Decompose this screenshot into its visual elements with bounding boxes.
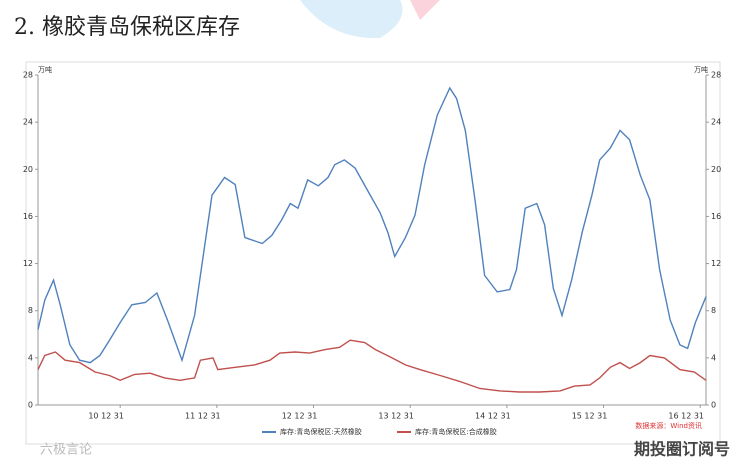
legend-label: 库存:青岛保税区:天然橡胶 xyxy=(280,427,362,436)
x-tick-label: 12 12 31 xyxy=(282,412,318,421)
x-tick-label: 14 12 31 xyxy=(475,412,511,421)
y2-tick-label: 24 xyxy=(711,118,721,127)
y-tick-label: 20 xyxy=(23,165,33,174)
y2-tick-label: 16 xyxy=(711,212,721,221)
y-tick-label: 0 xyxy=(28,401,33,410)
y2-tick-label: 28 xyxy=(711,71,721,80)
y2-tick-label: 12 xyxy=(711,259,721,268)
x-tick-label: 13 12 31 xyxy=(378,412,414,421)
y2-tick-label: 4 xyxy=(711,353,716,362)
page-title: 2. 橡胶青岛保税区库存 xyxy=(14,15,240,40)
y-tick-label: 28 xyxy=(23,71,33,80)
x-tick-label: 10 12 31 xyxy=(88,412,124,421)
watermark: 期投圈订阅号 xyxy=(634,440,730,459)
y2-tick-label: 8 xyxy=(711,306,716,315)
decoration xyxy=(300,0,403,39)
decoration xyxy=(410,0,440,20)
y-tick-label: 24 xyxy=(23,118,33,127)
series-line xyxy=(37,339,707,393)
series-line xyxy=(37,86,707,364)
y2-tick-label: 0 xyxy=(711,401,716,410)
y2-tick-label: 20 xyxy=(711,165,721,174)
chart-frame xyxy=(25,61,721,445)
y-tick-label: 16 xyxy=(23,212,33,221)
x-tick-label: 16 12 31 xyxy=(668,412,704,421)
watermark: 六极言论 xyxy=(40,443,92,458)
legend-label: 库存:青岛保税区:合成橡胶 xyxy=(415,427,497,436)
x-tick-label: 11 12 31 xyxy=(185,412,221,421)
y-axis-label: 万吨 xyxy=(38,65,52,74)
y-tick-label: 8 xyxy=(28,306,33,315)
y2-axis-label: 万吨 xyxy=(694,65,708,74)
y-tick-label: 4 xyxy=(28,353,33,362)
source: 数据来源：Wind资讯 xyxy=(635,421,702,430)
x-tick-label: 15 12 31 xyxy=(572,412,608,421)
y-tick-label: 12 xyxy=(23,259,33,268)
